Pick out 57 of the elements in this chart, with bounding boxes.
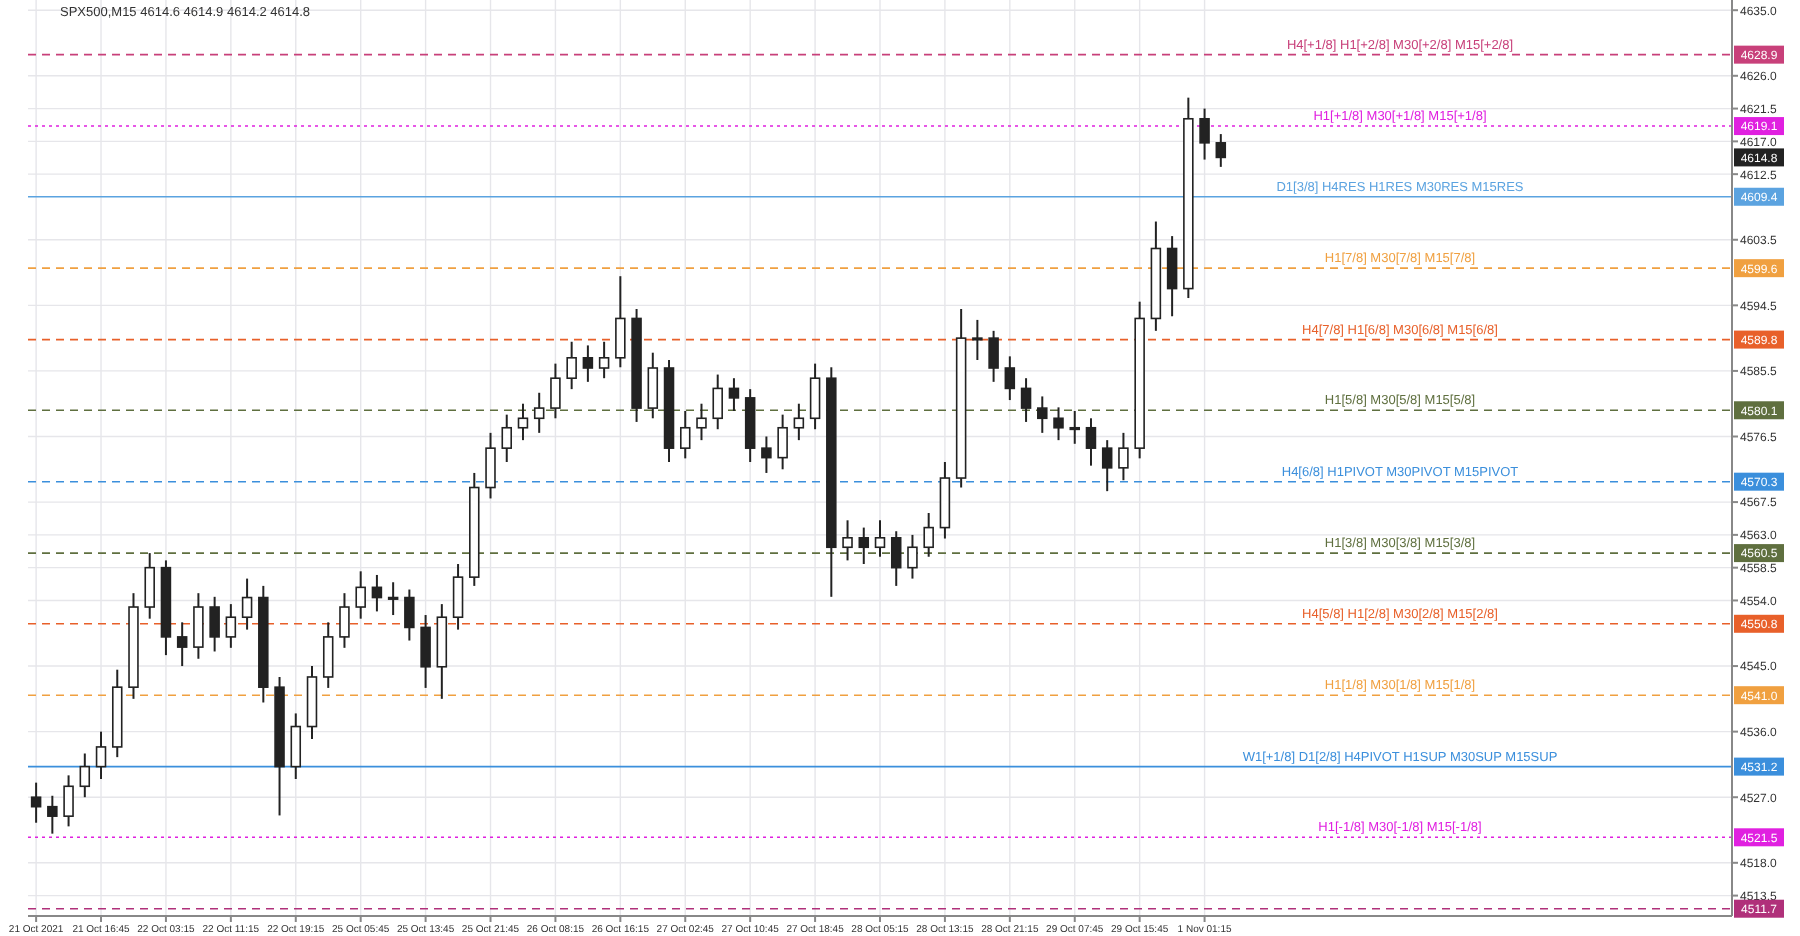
- candlestick: [79, 752, 91, 799]
- candlestick: [728, 377, 740, 412]
- candlestick: [1215, 133, 1227, 168]
- candlestick: [582, 344, 594, 383]
- candlestick: [533, 391, 545, 434]
- candlestick: [777, 413, 788, 471]
- candlestick: [874, 519, 886, 558]
- candlestick: [30, 781, 42, 824]
- candlestick: [371, 573, 383, 613]
- candlestick: [95, 730, 107, 780]
- candlestick: [598, 340, 610, 380]
- candlestick: [501, 413, 513, 464]
- candlestick: [1020, 377, 1032, 423]
- candlestick: [420, 614, 431, 689]
- candlestick: [1101, 439, 1113, 493]
- candlestick: [761, 435, 772, 474]
- candlestick: [712, 373, 723, 431]
- candlestick: [988, 329, 999, 383]
- candlestick: [679, 410, 691, 460]
- candlestick: [241, 577, 253, 631]
- candlestick: [355, 570, 366, 620]
- candlestick: [144, 552, 155, 620]
- candlestick: [1037, 395, 1048, 434]
- candlestick: [1004, 355, 1016, 402]
- candlestick: [404, 588, 415, 642]
- candlestick: [339, 592, 350, 649]
- candlestick: [1166, 235, 1178, 318]
- candlestick: [1069, 410, 1081, 445]
- candlestick: [176, 621, 188, 668]
- candlestick: [193, 592, 204, 660]
- candlestick: [1199, 107, 1210, 161]
- candlestick: [517, 402, 529, 442]
- candlestick: [615, 275, 626, 369]
- candlestick: [972, 318, 983, 361]
- candlestick: [387, 581, 399, 617]
- candlestick: [793, 402, 805, 442]
- candlestick: [647, 351, 659, 420]
- candlestick: [1118, 431, 1129, 482]
- candlestick: [63, 774, 74, 828]
- candlestick: [550, 362, 561, 420]
- candlestick: [809, 362, 821, 431]
- candlestick: [209, 595, 220, 653]
- candlestick: [290, 712, 302, 780]
- candlestick: [890, 530, 902, 587]
- candlestick: [842, 519, 853, 562]
- candlestick: [322, 621, 334, 689]
- candlestick: [47, 794, 58, 835]
- candlestick: [923, 512, 934, 558]
- candlestick: [1053, 406, 1064, 442]
- candlestick: [1085, 417, 1097, 467]
- candlestick: [452, 563, 464, 631]
- candlestick: [696, 402, 707, 442]
- candlestick: [566, 340, 577, 391]
- candlestick: [858, 526, 870, 566]
- candlestick: [225, 603, 237, 649]
- candlestick: [907, 533, 918, 580]
- candlestick: [485, 431, 496, 500]
